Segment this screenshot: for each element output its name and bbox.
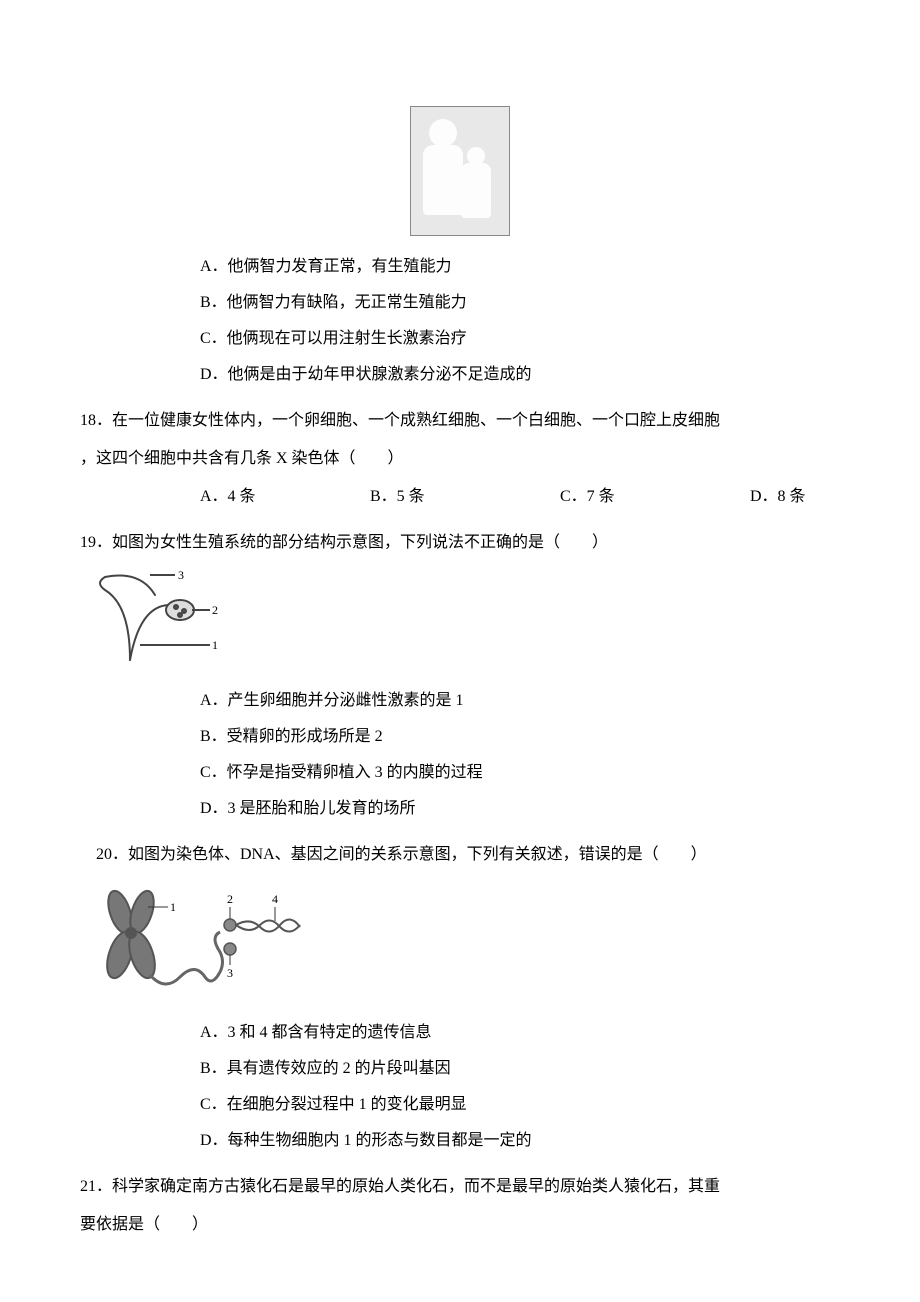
q19-option-c: C．怀孕是指受精卵植入 3 的内膜的过程: [200, 757, 840, 789]
svg-text:1: 1: [170, 900, 176, 914]
q21-stem-line2: 要依据是（ ）: [80, 1209, 840, 1241]
q20-stem: 20．如图为染色体、DNA、基因之间的关系示意图，下列有关叙述，错误的是（ ）: [96, 839, 840, 871]
q18-option-b: B．5 条: [370, 481, 560, 513]
svg-text:3: 3: [178, 568, 184, 582]
q17-option-d: D．他俩是由于幼年甲状腺激素分泌不足造成的: [200, 359, 840, 391]
q20-option-d: D．每种生物细胞内 1 的形态与数目都是一定的: [200, 1125, 840, 1157]
q18-option-c: C．7 条: [560, 481, 750, 513]
q18-stem-line1: 18．在一位健康女性体内，一个卵细胞、一个成熟红细胞、一个白细胞、一个口腔上皮细…: [80, 405, 840, 437]
q17-option-c: C．他俩现在可以用注射生长激素治疗: [200, 323, 840, 355]
q17-option-a: A．他俩智力发育正常，有生殖能力: [200, 251, 840, 283]
svg-text:4: 4: [272, 892, 278, 906]
q18-option-a: A．4 条: [200, 481, 370, 513]
q19-option-a: A．产生卵细胞并分泌雌性激素的是 1: [200, 685, 840, 717]
q18-option-d: D．8 条: [750, 481, 806, 513]
q19-option-d: D．3 是胚胎和胎儿发育的场所: [200, 793, 840, 825]
svg-text:2: 2: [212, 603, 218, 617]
q21-stem-line1: 21．科学家确定南方古猿化石是最早的原始人类化石，而不是最早的原始类人猿化石，其…: [80, 1171, 840, 1203]
svg-text:1: 1: [212, 638, 218, 652]
q20-option-b: B．具有遗传效应的 2 的片段叫基因: [200, 1053, 840, 1085]
q17-option-b: B．他俩智力有缺陷，无正常生殖能力: [200, 287, 840, 319]
q19-diagram: 3 2 1: [80, 565, 230, 675]
q17-figure: [80, 106, 840, 241]
q20-diagram: 1 2 3 4: [80, 877, 310, 1007]
q19-stem: 19．如图为女性生殖系统的部分结构示意图，下列说法不正确的是（ ）: [80, 527, 840, 559]
q20-option-c: C．在细胞分裂过程中 1 的变化最明显: [200, 1089, 840, 1121]
q18-stem-line2: ，这四个细胞中共含有几条 X 染色体（ ）: [80, 443, 840, 475]
q17-photo: [410, 106, 510, 236]
svg-text:3: 3: [227, 966, 233, 980]
q18-options-row: A．4 条 B．5 条 C．7 条 D．8 条: [200, 481, 840, 513]
q19-figure: 3 2 1: [80, 565, 840, 675]
q20-figure: 1 2 3 4: [80, 877, 840, 1007]
q20-option-a: A．3 和 4 都含有特定的遗传信息: [200, 1017, 840, 1049]
q19-option-b: B．受精卵的形成场所是 2: [200, 721, 840, 753]
svg-text:2: 2: [227, 892, 233, 906]
